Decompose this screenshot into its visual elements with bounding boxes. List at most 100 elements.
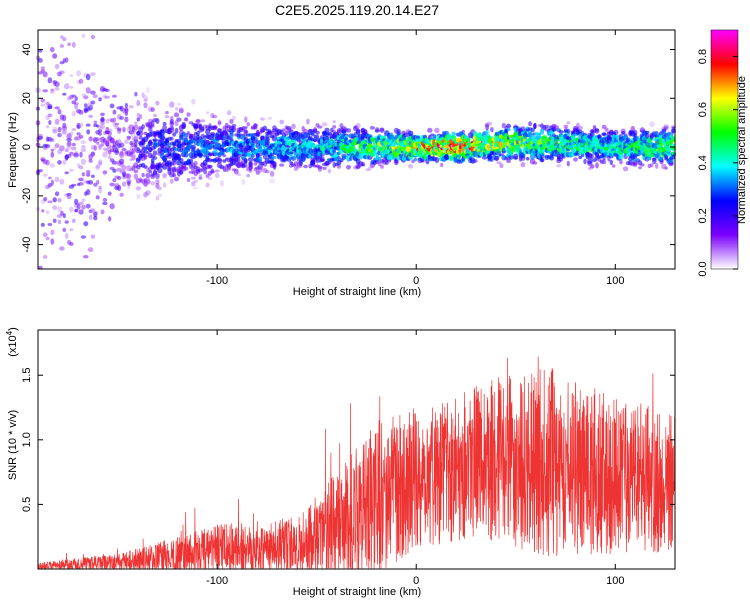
spectrogram-cell — [83, 221, 89, 227]
spectrogram-cell — [563, 124, 569, 128]
spectrogram-cell — [158, 186, 162, 191]
spectrogram-cell — [66, 195, 72, 200]
spectrogram-cell — [203, 169, 208, 175]
spectrogram-cell — [81, 198, 86, 202]
spectrogram-cell — [236, 172, 241, 176]
spectrogram-cell — [244, 128, 248, 134]
spectrogram-cell — [71, 100, 77, 105]
spectrogram-cell — [258, 156, 263, 162]
spectrogram-cell — [59, 178, 65, 185]
spectrogram-cell — [136, 193, 141, 200]
spectrogram-cell — [173, 112, 180, 118]
spectrogram-cell — [47, 113, 53, 118]
spectrogram-cell — [183, 118, 189, 122]
spectrogram-cell — [379, 127, 385, 133]
spectrogram-cell — [119, 192, 124, 197]
spectrogram-cell — [179, 170, 184, 175]
spectrogram-cell — [152, 156, 158, 160]
spectrogram-cell — [169, 101, 175, 108]
snr-series-line — [37, 356, 676, 570]
spectrogram-cell — [143, 98, 148, 102]
spectrogram-cell — [578, 155, 583, 160]
spectrogram-cell — [152, 138, 158, 142]
spectrogram-cell — [85, 73, 91, 81]
spectrogram-cell — [155, 173, 160, 179]
spectrogram-cell — [427, 127, 433, 133]
spectrogram-cell — [589, 164, 595, 169]
spectrogram-cell — [117, 176, 122, 180]
spectrogram-cell — [62, 213, 66, 219]
figure-title: C2E5.2025.119.20.14.E27 — [275, 2, 439, 18]
spectrogram-cell — [107, 130, 112, 137]
spectrogram-cell — [485, 129, 489, 135]
spectrogram-cell — [224, 132, 229, 137]
spectrogram-cell — [193, 179, 198, 183]
spectrogram-cell — [105, 119, 110, 124]
colorbar-tick-label: 0.2 — [697, 208, 709, 223]
spectrogram-cell — [506, 123, 512, 129]
spectrogram-cell — [48, 120, 52, 125]
spectrogram-cell — [162, 122, 167, 126]
spectrogram-cell — [62, 114, 67, 122]
spectrogram-cell — [50, 179, 54, 186]
spectrogram-cell — [380, 164, 384, 169]
spectrogram-cell — [179, 108, 184, 114]
spectrogram-cell — [186, 178, 191, 182]
spectrogram-cell — [150, 120, 155, 127]
spectrogram-cell — [200, 119, 206, 123]
spectrogram-cell — [121, 147, 127, 152]
spectrogram-cell — [155, 118, 160, 124]
spectrogram-cell — [92, 94, 98, 99]
spectrogram-cell — [129, 158, 133, 162]
spectrogram-cell — [613, 129, 619, 135]
spectrogram-cell — [100, 116, 105, 123]
spectrogram-cell — [143, 102, 148, 109]
spectrogram-cell — [539, 158, 545, 163]
spectrogram-cell — [93, 211, 98, 217]
spectrogram-cell — [98, 144, 102, 151]
spectrogram-cell — [243, 164, 248, 168]
spectrogram-cell — [135, 158, 141, 163]
spectrogram-y-tick-label: -40 — [21, 237, 33, 253]
spectrogram-cell — [57, 160, 62, 165]
spectrogram-cell — [193, 160, 198, 167]
spectrogram-y-axis-label: Frequency (Hz) — [7, 112, 19, 188]
spectrogram-cell — [40, 66, 46, 70]
spectrogram-cell — [205, 111, 210, 114]
spectrogram-cell — [136, 102, 141, 107]
spectrogram-cell — [90, 208, 96, 212]
spectrogram-cell — [365, 168, 370, 172]
spectrogram-cell — [293, 165, 299, 172]
spectrogram-cell — [119, 150, 124, 156]
spectrogram-cell — [80, 158, 86, 165]
spectrogram-cell — [134, 121, 138, 125]
spectrogram-cell — [647, 163, 652, 169]
snr-panel: -100 0 100 0.5 1.0 1.5 Height of straight lin… — [5, 327, 676, 598]
spectrogram-cell — [59, 246, 65, 251]
spectrogram-cell — [212, 114, 218, 119]
spectrogram-cell — [590, 164, 595, 170]
spectrogram-cell — [69, 74, 74, 77]
spectrogram-cell — [88, 104, 93, 111]
spectrogram-cell — [52, 129, 58, 134]
spectrogram-cell — [541, 135, 548, 140]
spectrogram-cell — [117, 127, 122, 132]
spectrogram-cell — [590, 153, 594, 160]
spectrogram-cell — [78, 177, 84, 182]
spectrogram-cell — [155, 179, 160, 185]
spectrogram-cell — [620, 130, 626, 134]
spectrogram-cell — [408, 163, 414, 169]
spectrogram-cell — [81, 93, 86, 98]
spectrogram-cell — [205, 182, 210, 188]
spectrogram-cell — [195, 119, 201, 124]
spectrogram-cell — [143, 95, 148, 100]
spectrogram-cell — [102, 151, 108, 158]
spectrogram-cell — [145, 179, 151, 184]
spectrogram-cell — [57, 197, 62, 203]
spectrogram-cell — [170, 115, 174, 120]
spectrogram-cell — [501, 147, 506, 152]
snr-x-tick-label: 0 — [413, 575, 419, 587]
spectrogram-cell — [57, 126, 62, 133]
spectrogram-cell — [121, 165, 127, 170]
spectrogram-cell — [485, 124, 489, 131]
